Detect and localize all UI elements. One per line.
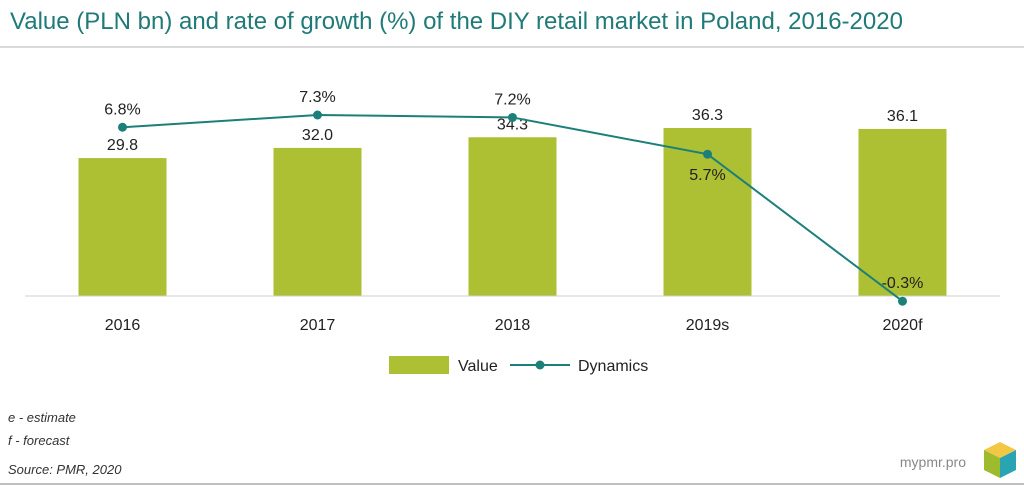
dynamics-point [313, 110, 322, 120]
top-divider [0, 46, 1024, 48]
x-tick-label: 2016 [105, 317, 141, 334]
note-estimate: e - estimate [8, 410, 76, 425]
bar-value-label: 32.0 [302, 127, 333, 144]
bar-value-label: 36.3 [692, 107, 723, 124]
legend-marker-dynamics [535, 360, 545, 370]
x-tick-label: 2018 [495, 317, 531, 334]
dynamics-point [118, 122, 127, 132]
bar-2018 [468, 137, 557, 296]
bar-2020f [858, 128, 947, 296]
chart-title: Value (PLN bn) and rate of growth (%) of… [10, 8, 903, 35]
dynamics-value-label: 5.7% [689, 167, 725, 184]
chart: 2016 2017 2018 2019s 2020f 29.8 32.0 34.3 36.3 3… [25, 89, 1000, 375]
x-tick-label: 2020f [882, 317, 923, 334]
legend-label-value: Value [458, 358, 498, 375]
x-tick-label: 2019s [686, 317, 730, 334]
source-note: Source: PMR, 2020 [8, 462, 122, 477]
x-tick-label: 2017 [300, 317, 336, 334]
brand-text: mypmr.pro [899, 454, 966, 470]
pmr-logo-icon [984, 442, 1016, 478]
bar-value-label: 29.8 [107, 137, 138, 154]
dynamics-point [703, 149, 712, 159]
bottom-divider [0, 483, 1024, 485]
legend: Value Dynamics [389, 356, 648, 375]
bar-value-label: 34.3 [497, 116, 528, 133]
dynamics-value-label: 7.2% [494, 91, 530, 108]
bar-2017 [273, 147, 362, 296]
legend-label-dynamics: Dynamics [578, 358, 648, 375]
legend-swatch-value [389, 356, 449, 374]
dynamics-value-label: 6.8% [104, 101, 140, 118]
dynamics-value-label: -0.3% [882, 275, 924, 292]
bar-value-label: 36.1 [887, 108, 918, 125]
bar-2016 [78, 158, 167, 296]
dynamics-value-label: 7.3% [299, 89, 335, 106]
note-forecast: f - forecast [8, 433, 70, 448]
dynamics-point [508, 112, 517, 122]
dynamics-point [898, 296, 907, 306]
